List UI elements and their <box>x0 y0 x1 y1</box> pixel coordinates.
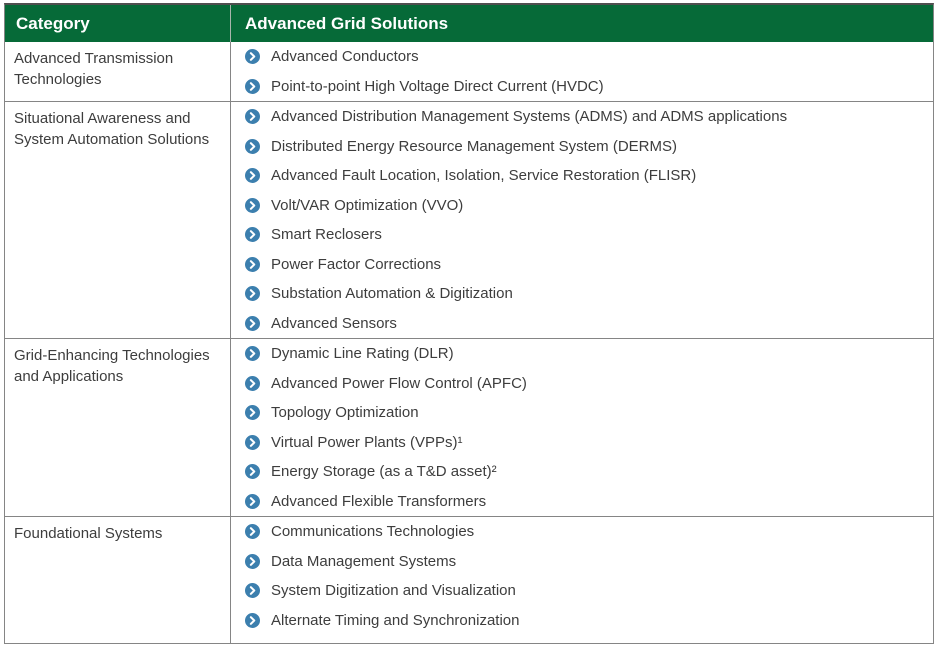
table-row: Grid-Enhancing Technologies and Applicat… <box>5 338 933 516</box>
chevron-right-circle-icon <box>245 346 260 362</box>
list-item: Topology Optimization <box>245 398 925 428</box>
solutions-list: Advanced Distribution Management Systems… <box>245 102 925 338</box>
list-item: Communications Technologies <box>245 517 925 547</box>
solution-item-label: Advanced Sensors <box>271 314 397 332</box>
chevron-right-circle-icon <box>245 434 260 450</box>
solution-item-label: Advanced Power Flow Control (APFC) <box>271 374 527 392</box>
list-item: Advanced Conductors <box>245 42 925 72</box>
category-cell-text: Situational Awareness and System Automat… <box>5 102 231 338</box>
solution-item-label: Alternate Timing and Synchronization <box>271 611 520 629</box>
chevron-right-circle-icon <box>245 286 260 302</box>
list-item: Dynamic Line Rating (DLR) <box>245 339 925 369</box>
solutions-cell: Dynamic Line Rating (DLR) Advanced Power… <box>231 339 933 516</box>
table-row: Advanced Transmission Technologies Advan… <box>5 42 933 101</box>
list-item: Advanced Sensors <box>245 309 925 339</box>
list-item: Volt/VAR Optimization (VVO) <box>245 191 925 221</box>
solution-item-label: Data Management Systems <box>271 552 457 570</box>
solutions-list: Advanced Conductors Point-to-point High … <box>245 42 925 101</box>
list-item: Data Management Systems <box>245 547 925 577</box>
solution-item-label: Smart Reclosers <box>271 226 382 244</box>
solutions-cell: Communications Technologies Data Managem… <box>231 517 933 643</box>
solution-item-label: Advanced Flexible Transformers <box>271 492 487 510</box>
solutions-list: Communications Technologies Data Managem… <box>245 517 925 635</box>
chevron-right-circle-icon <box>245 315 260 331</box>
chevron-right-circle-icon <box>245 168 260 184</box>
header-category: Category <box>5 5 231 42</box>
solution-item-label: System Digitization and Visualization <box>271 582 516 600</box>
chevron-right-circle-icon <box>245 493 260 509</box>
list-item: Energy Storage (as a T&D asset)² <box>245 457 925 487</box>
list-item: Advanced Distribution Management Systems… <box>245 102 925 132</box>
list-item: Point-to-point High Voltage Direct Curre… <box>245 72 925 102</box>
table-body: Advanced Transmission Technologies Advan… <box>5 42 933 643</box>
list-item: Virtual Power Plants (VPPs)¹ <box>245 428 925 458</box>
solutions-cell: Advanced Distribution Management Systems… <box>231 102 933 338</box>
solution-item-label: Point-to-point High Voltage Direct Curre… <box>271 77 604 95</box>
advanced-grid-solutions-table: Category Advanced Grid Solutions Advance… <box>4 3 934 644</box>
category-cell-text: Foundational Systems <box>5 517 231 643</box>
category-cell-text: Advanced Transmission Technologies <box>5 42 231 101</box>
chevron-right-circle-icon <box>245 612 260 628</box>
list-item: Alternate Timing and Synchronization <box>245 606 925 636</box>
solution-item-label: Substation Automation & Digitization <box>271 285 513 303</box>
table-row: Situational Awareness and System Automat… <box>5 101 933 338</box>
category-cell-text: Grid-Enhancing Technologies and Applicat… <box>5 339 231 516</box>
list-item: Distributed Energy Resource Management S… <box>245 132 925 162</box>
solution-item-label: Communications Technologies <box>271 523 475 541</box>
chevron-right-circle-icon <box>245 78 260 94</box>
solution-item-label: Distributed Energy Resource Management S… <box>271 137 677 155</box>
list-item: Advanced Fault Location, Isolation, Serv… <box>245 161 925 191</box>
solution-item-label: Dynamic Line Rating (DLR) <box>271 345 454 363</box>
chevron-right-circle-icon <box>245 138 260 154</box>
solution-item-label: Virtual Power Plants (VPPs)¹ <box>271 433 463 451</box>
chevron-right-circle-icon <box>245 464 260 480</box>
chevron-right-circle-icon <box>245 375 260 391</box>
solution-item-label: Advanced Distribution Management Systems… <box>271 108 788 126</box>
solution-item-label: Energy Storage (as a T&D asset)² <box>271 463 497 481</box>
table-header-row: Category Advanced Grid Solutions <box>5 5 933 42</box>
solutions-cell: Advanced Conductors Point-to-point High … <box>231 42 933 101</box>
list-item: Advanced Power Flow Control (APFC) <box>245 369 925 399</box>
chevron-right-circle-icon <box>245 405 260 421</box>
chevron-right-circle-icon <box>245 109 260 125</box>
list-item: System Digitization and Visualization <box>245 576 925 606</box>
solution-item-label: Advanced Fault Location, Isolation, Serv… <box>271 167 697 185</box>
chevron-right-circle-icon <box>245 197 260 213</box>
table-row: Foundational Systems Communications Tech… <box>5 516 933 643</box>
chevron-right-circle-icon <box>245 524 260 540</box>
chevron-right-circle-icon <box>245 553 260 569</box>
chevron-right-circle-icon <box>245 256 260 272</box>
solution-item-label: Topology Optimization <box>271 404 419 422</box>
chevron-right-circle-icon <box>245 227 260 243</box>
header-advanced-grid-solutions: Advanced Grid Solutions <box>245 13 449 33</box>
list-item: Power Factor Corrections <box>245 250 925 280</box>
chevron-right-circle-icon <box>245 583 260 599</box>
solution-item-label: Volt/VAR Optimization (VVO) <box>271 196 464 214</box>
list-item: Substation Automation & Digitization <box>245 279 925 309</box>
list-item: Advanced Flexible Transformers <box>245 487 925 517</box>
solution-item-label: Power Factor Corrections <box>271 255 442 273</box>
chevron-right-circle-icon <box>245 49 260 65</box>
solution-item-label: Advanced Conductors <box>271 48 419 66</box>
list-item: Smart Reclosers <box>245 220 925 250</box>
solutions-list: Dynamic Line Rating (DLR) Advanced Power… <box>245 339 925 516</box>
